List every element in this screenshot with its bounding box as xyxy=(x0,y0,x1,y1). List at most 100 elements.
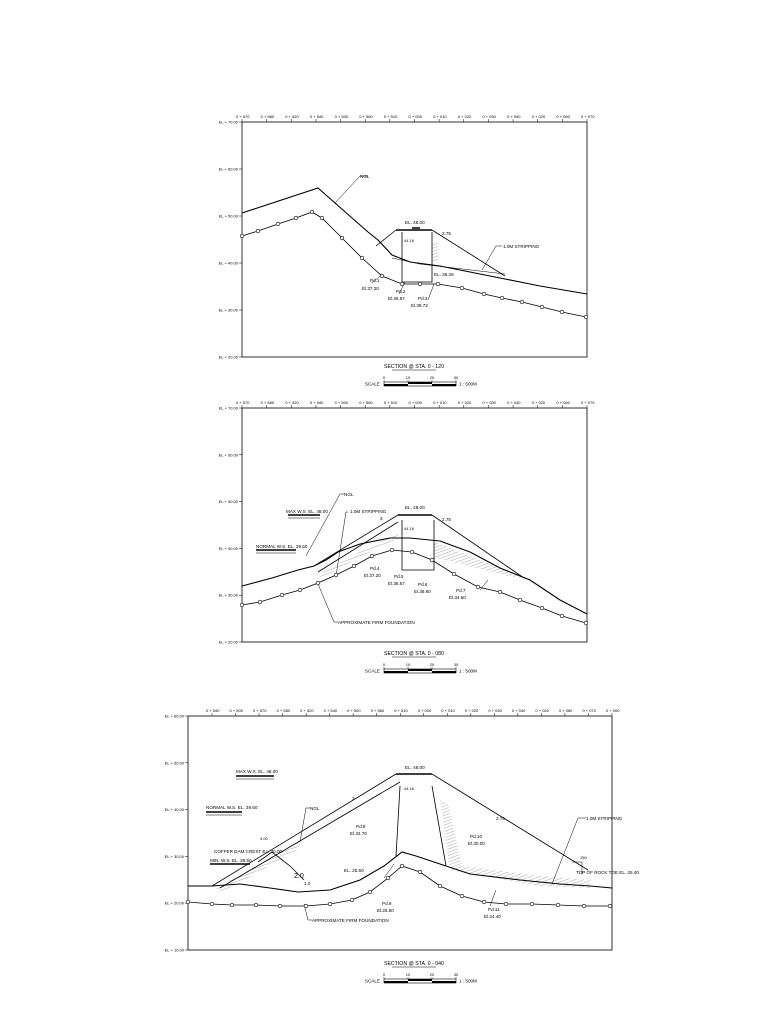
section-3-filter-hatch xyxy=(440,800,590,888)
foundation-point xyxy=(417,869,423,875)
section-3-frame xyxy=(187,715,613,951)
station-label: 0 + 560 xyxy=(359,400,373,405)
section-1-dam-downstream xyxy=(431,229,506,277)
section-2-pd7-el: El.34.60 xyxy=(449,595,466,600)
foundation-point xyxy=(481,899,487,905)
station-label: 0 + 580 xyxy=(261,400,275,405)
foundation-point xyxy=(517,597,523,603)
station-label: 0 + 040 xyxy=(507,400,521,405)
foundation-point xyxy=(451,571,457,577)
scale-bar-segment xyxy=(408,979,432,981)
scale-tick-label: 20 xyxy=(430,972,435,977)
foundation-point xyxy=(351,563,357,569)
elevation-label: EL + 10.00 xyxy=(165,948,185,953)
elevation-label: EL + 20.00 xyxy=(219,640,239,645)
section-2-filter-hatch xyxy=(434,542,526,578)
section-2-dam-upstream-2 xyxy=(317,521,399,573)
scale-tick-label: 30 xyxy=(454,972,459,977)
section-1-pd3-label: Pd.3 xyxy=(418,296,428,301)
foundation-point xyxy=(497,589,503,595)
foundation-point xyxy=(333,572,339,578)
station-label: 0 + 010 xyxy=(441,708,455,713)
foundation-point xyxy=(475,584,481,590)
section-1-stripping-line xyxy=(391,257,506,275)
scale-bar-segment xyxy=(432,384,456,386)
foundation-point xyxy=(559,309,565,315)
station-label: 0 + 040 xyxy=(512,708,526,713)
station-label: 0 + 000 xyxy=(409,114,423,119)
section-1-pd1-leader xyxy=(371,275,381,284)
section-3-pd8-label: Pd.8 xyxy=(356,824,366,829)
elevation-label: EL + 30.00 xyxy=(219,308,239,313)
section-3-ngl-leader xyxy=(299,807,310,843)
scale-bar-segment xyxy=(384,671,408,673)
section-3-normal-ws-label: NORMAL W.S. EL. 39.60 xyxy=(206,805,258,810)
station-label: 0 + 040 xyxy=(507,114,521,119)
scale-tick-label: 0 xyxy=(383,375,386,380)
scale-tick-label: 0 xyxy=(383,662,386,667)
foundation-point xyxy=(359,255,365,261)
section-1-stripping-leader xyxy=(481,245,502,271)
scale-tick-label: 30 xyxy=(454,375,459,380)
station-label: 0 + 030 xyxy=(482,400,496,405)
scale-label: SCALE xyxy=(365,382,380,387)
station-label: 0 + 500 xyxy=(335,400,349,405)
elevation-label: EL + 30.00 xyxy=(219,593,239,598)
section-2-pd6-el: El.38.60 xyxy=(414,589,431,594)
scale-bar-segment xyxy=(408,669,432,671)
elevation-label: EL + 70.00 xyxy=(219,120,239,125)
section-1-el-label: EL. 36.28 xyxy=(434,272,454,277)
section-3-core-2 xyxy=(431,785,447,867)
foundation-point xyxy=(581,903,587,909)
section-3-pd9-el: El.25.50 xyxy=(377,908,394,913)
foundation-point xyxy=(315,580,321,586)
elevation-label: EL + 30.00 xyxy=(165,854,185,859)
station-label: 0 + 540 xyxy=(206,708,220,713)
section-2-title: SECTION @ STA. 0 - 080 xyxy=(384,651,444,657)
section-1-slope-label: 2.75 xyxy=(442,231,451,236)
section-1-pd3-leader xyxy=(427,283,435,301)
section-3-slope-label: 2.75 xyxy=(496,816,505,821)
section-1-ngl-line xyxy=(241,187,588,295)
station-label: 0 + 510 xyxy=(384,114,398,119)
foundation-point xyxy=(459,285,465,291)
elevation-label: EL + 20.00 xyxy=(219,355,239,360)
foundation-point xyxy=(607,903,613,909)
station-label: 0 + 000 xyxy=(418,708,432,713)
elevation-label: EL + 50.00 xyxy=(219,214,239,219)
scale-tick-label: 10 xyxy=(406,662,411,667)
section-2-pd4-el: El.37.20 xyxy=(364,573,381,578)
foundation-point xyxy=(435,281,441,287)
section-3-pd11-leader xyxy=(489,889,497,907)
station-label: 0 + 540 xyxy=(310,114,324,119)
section-3-slope-up-label: 3 xyxy=(352,796,355,801)
station-label: 0 + 020 xyxy=(535,708,549,713)
station-label: 0 + 010 xyxy=(433,114,447,119)
station-label: 0 + 020 xyxy=(458,400,472,405)
station-label: 0 + 570 xyxy=(236,114,250,119)
station-label: 0 + 000 xyxy=(409,400,423,405)
elevation-label: EL + 40.00 xyxy=(219,261,239,266)
section-1-pd2-el: El.36.57 xyxy=(388,296,405,301)
section-1-filter-hatch xyxy=(432,242,438,262)
foundation-point xyxy=(279,592,285,598)
section-2-foundation-line xyxy=(241,549,587,624)
section-1-pd1-el: El.37.20 xyxy=(362,286,379,291)
foundation-point xyxy=(349,897,355,903)
station-label: 0 + 580 xyxy=(277,708,291,713)
section-3-pd10-label: Pd.10 xyxy=(470,834,482,839)
foundation-point xyxy=(417,281,423,287)
foundation-point xyxy=(255,228,261,234)
section-3-firm-label: APPROXIMATE FIRM FOUNDATION xyxy=(312,918,389,923)
scale-ratio: 1 : 500M xyxy=(459,382,477,387)
section-1-berm-label: 44.16 xyxy=(404,238,415,243)
foundation-point xyxy=(277,903,283,909)
section-3-coffer xyxy=(257,851,305,881)
scale-bar-segment xyxy=(384,981,408,983)
section-3-max-ws-label: MAX W.S. EL. 48.00 xyxy=(236,769,278,774)
section-3-slope-coffer-label: 3.00 xyxy=(260,836,269,841)
elevation-label: EL + 40.00 xyxy=(165,807,185,812)
section-1-pd1-label: Pd.1 xyxy=(370,278,380,283)
